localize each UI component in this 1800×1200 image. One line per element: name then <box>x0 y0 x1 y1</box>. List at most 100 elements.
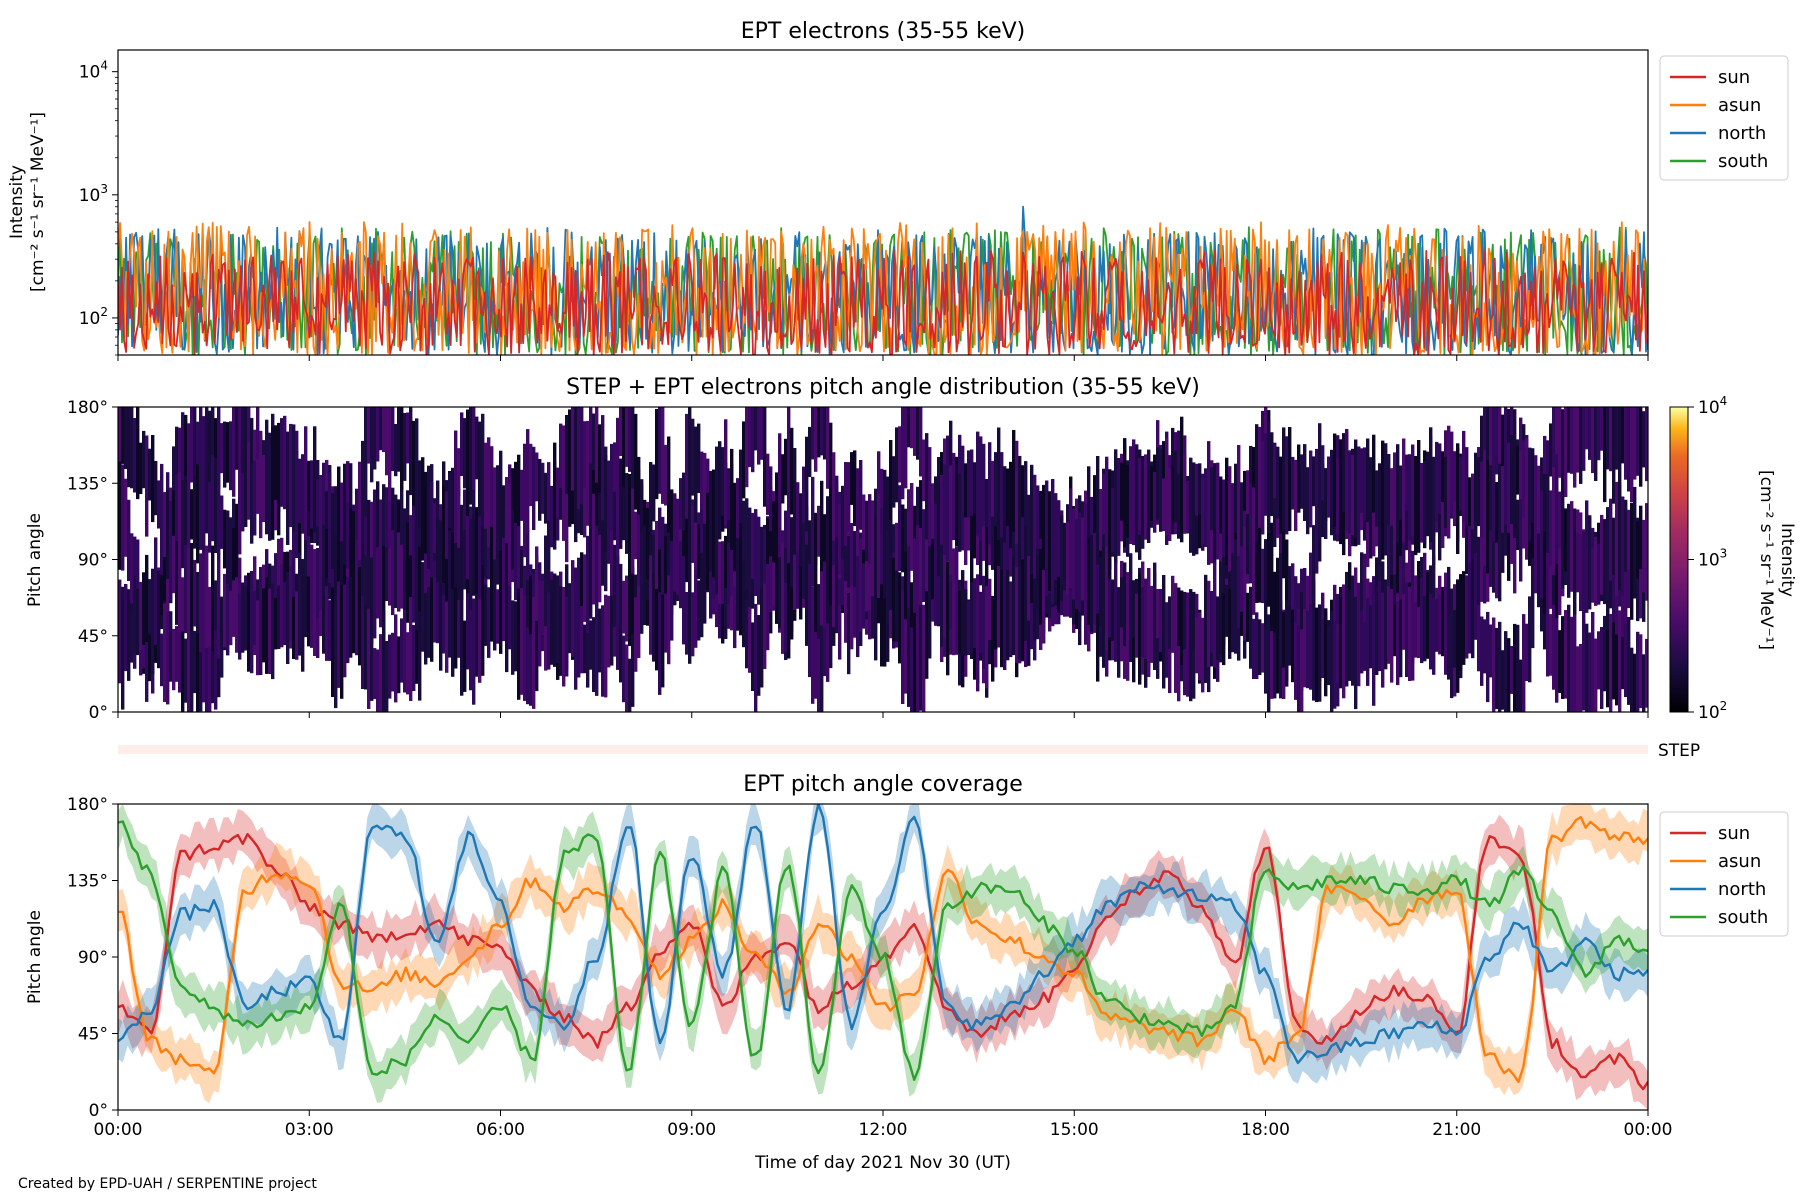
heatmap-cell <box>148 579 152 635</box>
heatmap-cell <box>613 442 617 492</box>
heatmap-cell <box>1387 498 1391 565</box>
heatmap-cell <box>703 523 707 624</box>
heatmap-cell <box>961 445 965 551</box>
heatmap-cell <box>220 596 224 646</box>
heatmap-cell <box>676 498 680 595</box>
heatmap-cell <box>814 512 818 566</box>
heatmap-cell <box>187 547 191 627</box>
heatmap-cell <box>1642 654 1646 712</box>
heatmap-cell <box>1495 482 1499 543</box>
heatmap-cell <box>664 536 668 622</box>
heatmap-cell <box>1624 499 1628 572</box>
heatmap-cell <box>118 579 122 684</box>
legend-label-south: south <box>1718 907 1768 928</box>
heatmap-cell <box>751 622 755 691</box>
heatmap-cell <box>439 520 443 583</box>
heatmap-cell <box>619 458 623 549</box>
panel1-x-ticks <box>117 355 1649 361</box>
heatmap-cell <box>1402 438 1406 543</box>
heatmap-cell <box>1102 547 1106 658</box>
heatmap-cell <box>1267 614 1271 712</box>
heatmap-cell <box>1078 512 1082 612</box>
heatmap-cell <box>190 602 194 712</box>
heatmap-cell <box>232 407 236 497</box>
heatmap-cell <box>1531 448 1535 523</box>
heatmap-cell <box>934 503 938 591</box>
heatmap-cell <box>427 535 431 616</box>
heatmap-cell <box>772 501 776 563</box>
heatmap-cell <box>1336 623 1340 683</box>
heatmap-cell <box>1324 608 1328 697</box>
heatmap-cell <box>1456 596 1460 659</box>
heatmap-cell <box>1243 526 1247 641</box>
heatmap-cell <box>916 525 920 635</box>
heatmap-cell <box>985 586 989 689</box>
heatmap-cell <box>1642 519 1646 593</box>
heatmap-cell <box>1174 583 1178 693</box>
heatmap-cell <box>1393 490 1397 575</box>
y-tick-label: 135° <box>67 474 108 494</box>
heatmap-cell <box>1018 565 1022 660</box>
heatmap-cell <box>1630 647 1634 712</box>
heatmap-cell <box>169 501 173 601</box>
heatmap-cell <box>1555 454 1559 564</box>
heatmap-cell <box>370 632 374 701</box>
heatmap-cell <box>571 560 575 657</box>
heatmap-cell <box>631 567 635 657</box>
heatmap-cell <box>886 529 890 624</box>
heatmap-cell <box>1402 535 1406 646</box>
heatmap-cell <box>853 450 857 527</box>
colorbar-tick-label: 103 <box>1698 547 1727 571</box>
heatmap-cell <box>1237 556 1241 629</box>
heatmap-cell <box>574 482 578 543</box>
heatmap-cell <box>769 466 773 531</box>
heatmap-cell <box>358 567 362 666</box>
heatmap-cell <box>1495 507 1499 599</box>
heatmap-cell <box>232 580 236 637</box>
panel2-y-ticks: 0° 45° 90° 135° 180° <box>67 398 118 723</box>
heatmap-cell <box>655 543 659 598</box>
heatmap-cell <box>1144 457 1148 540</box>
legend-label-asun: asun <box>1718 851 1761 872</box>
heatmap-cell <box>1411 586 1415 681</box>
heatmap-cell <box>598 424 602 493</box>
heatmap-cell <box>535 452 539 502</box>
heatmap-cell <box>538 580 542 667</box>
heatmap-cell <box>1003 466 1007 543</box>
heatmap-cell <box>532 446 536 530</box>
heatmap-cell <box>1468 522 1472 575</box>
heatmap-cell <box>376 407 380 462</box>
heatmap-cell <box>946 474 950 562</box>
heatmap-cell <box>1543 525 1547 615</box>
heatmap-cell <box>715 569 719 628</box>
heatmap-cell <box>1348 589 1352 681</box>
heatmap-cell <box>1552 467 1556 575</box>
heatmap-cell <box>202 461 206 575</box>
heatmap-cell <box>394 494 398 572</box>
heatmap-cell <box>589 529 593 619</box>
heatmap-cell <box>769 556 773 612</box>
heatmap-cell <box>1456 447 1460 542</box>
heatmap-cell <box>544 472 548 524</box>
heatmap-cell <box>946 561 950 676</box>
heatmap-cell <box>553 573 557 667</box>
heatmap-cell <box>403 508 407 568</box>
heatmap-cell <box>751 407 755 473</box>
heatmap-cell <box>1024 526 1028 641</box>
heatmap-cell <box>394 554 398 608</box>
heatmap-cell <box>415 475 419 579</box>
heatmap-cell <box>430 577 434 662</box>
heatmap-cell <box>1546 474 1550 553</box>
heatmap-cell <box>1003 559 1007 639</box>
legend-box <box>1659 811 1789 937</box>
heatmap-cell <box>1579 644 1583 712</box>
colorbar-tick-label: 102 <box>1698 699 1727 723</box>
heatmap-cell <box>1435 441 1439 522</box>
heatmap-cell <box>1429 427 1433 543</box>
heatmap-cell <box>571 475 575 525</box>
heatmap-cell <box>178 533 182 632</box>
heatmap-cell <box>889 583 893 639</box>
x-tick-label: 18:00 <box>1241 1120 1290 1140</box>
x-tick-label: 15:00 <box>1050 1120 1099 1140</box>
heatmap-cell <box>118 407 122 462</box>
